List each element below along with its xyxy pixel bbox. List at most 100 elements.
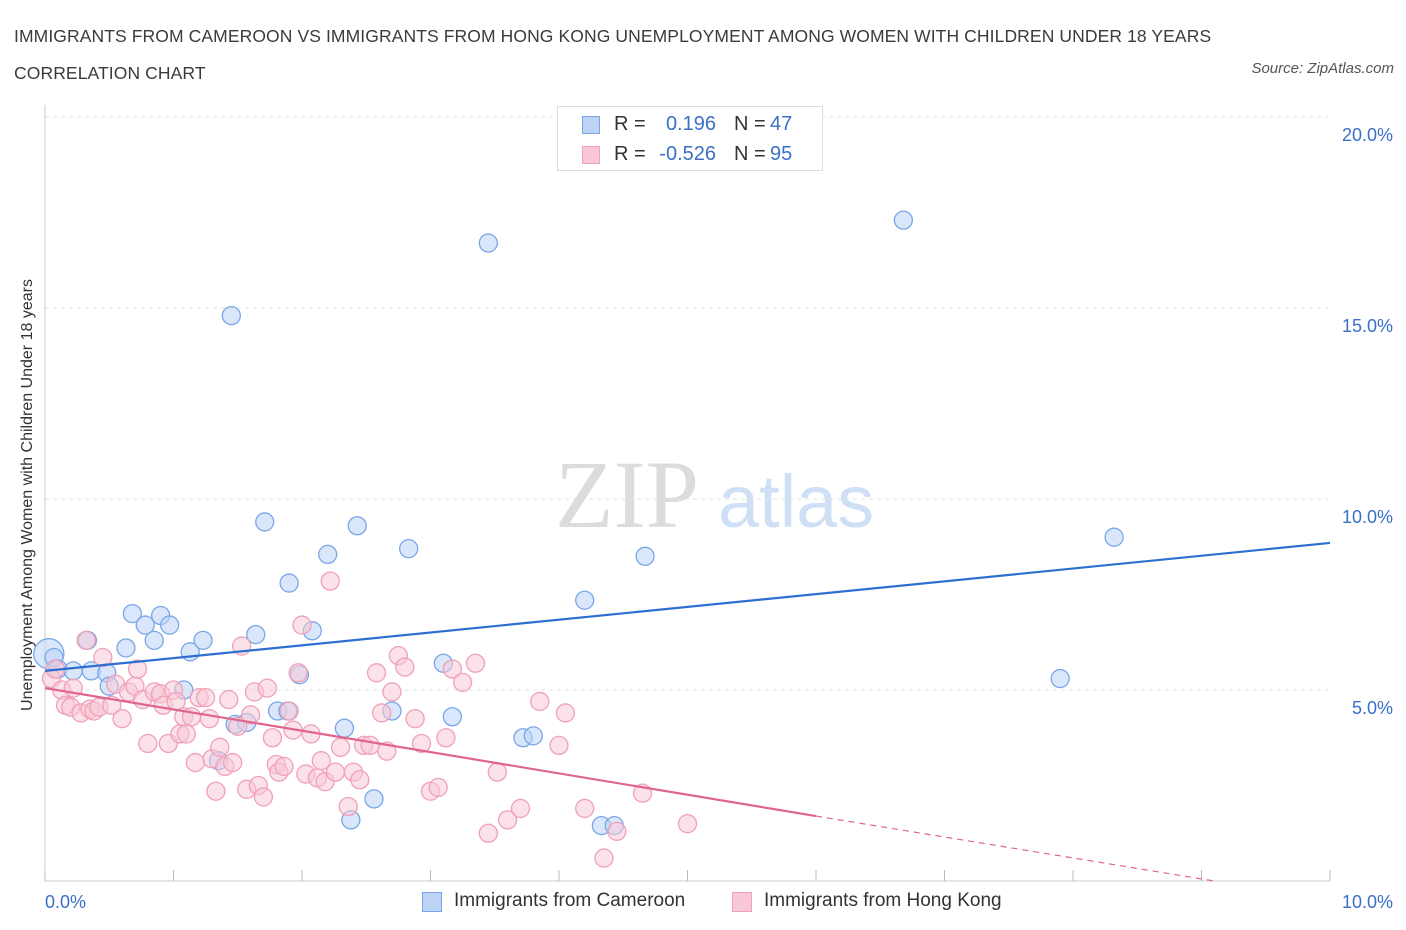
cameroon-point bbox=[442, 707, 462, 727]
hong-kong-point bbox=[366, 663, 387, 683]
hong-kong-point bbox=[478, 823, 498, 843]
hong-kong-point bbox=[76, 630, 96, 650]
hong-kong-point bbox=[465, 653, 486, 673]
hong-kong-swatch bbox=[582, 146, 600, 164]
cameroon-point bbox=[364, 789, 384, 809]
stats-row-hong-kong: R = -0.526 N = 95 bbox=[558, 140, 822, 170]
hong-kong-point bbox=[510, 798, 531, 819]
cameroon-point bbox=[523, 726, 543, 746]
hong-kong-point bbox=[372, 703, 392, 723]
hong-kong-point bbox=[257, 678, 277, 698]
y-tick-label: 20.0% bbox=[1342, 125, 1393, 145]
legend-label-cameroon: Immigrants from Cameroon bbox=[454, 890, 686, 911]
hong-kong-trend-extension bbox=[815, 815, 1215, 882]
hong-kong-point bbox=[442, 659, 462, 679]
hong-kong-point bbox=[549, 735, 569, 756]
hong-kong-point bbox=[176, 724, 197, 744]
hong-kong-point bbox=[274, 756, 294, 777]
hong-kong-point bbox=[487, 762, 507, 782]
hong-kong-point bbox=[575, 798, 595, 819]
hong-kong-point bbox=[428, 777, 448, 798]
hong-kong-point bbox=[93, 647, 113, 668]
hong-kong-point bbox=[350, 770, 370, 790]
cameroon-point bbox=[478, 233, 498, 253]
hong-kong-point bbox=[138, 733, 158, 754]
legend-swatch-cameroon bbox=[422, 892, 442, 912]
hong-kong-point bbox=[253, 787, 274, 807]
hong-kong-point bbox=[206, 781, 226, 801]
hong-kong-point bbox=[607, 821, 627, 841]
r-label: R = bbox=[614, 113, 646, 135]
cameroon-point bbox=[246, 624, 266, 645]
hong-kong-point bbox=[127, 659, 148, 679]
watermark-zip: ZIP bbox=[555, 441, 699, 548]
cameroon-point bbox=[135, 615, 155, 635]
hong-kong-point bbox=[279, 701, 299, 721]
hong-kong-point bbox=[219, 689, 239, 710]
r-value: -0.526 bbox=[659, 143, 716, 165]
cameroon-swatch bbox=[582, 116, 600, 134]
hong-kong-point bbox=[677, 814, 698, 834]
cameroon-point bbox=[221, 305, 241, 326]
r-label: R = bbox=[614, 143, 646, 165]
hong-kong-point bbox=[262, 728, 283, 748]
hong-kong-point bbox=[411, 733, 432, 754]
chart-source: Source: ZipAtlas.com bbox=[1251, 60, 1394, 77]
hong-kong-point bbox=[338, 796, 358, 817]
n-label: N = bbox=[734, 113, 766, 135]
stats-box: R = 0.196 N = 47 R = -0.526 N = 95 bbox=[557, 106, 823, 171]
hong-kong-point bbox=[382, 682, 402, 702]
cameroon-point bbox=[63, 661, 83, 681]
hong-kong-trend-line bbox=[44, 687, 817, 818]
legend: Immigrants from Cameroon Immigrants from… bbox=[0, 888, 1406, 918]
cameroon-point bbox=[255, 512, 275, 532]
cameroon-point bbox=[334, 718, 355, 738]
r-value: 0.196 bbox=[665, 113, 716, 135]
watermark-atlas: atlas bbox=[718, 460, 874, 543]
hong-kong-point bbox=[395, 657, 415, 677]
hong-kong-point bbox=[240, 705, 261, 725]
hong-kong-point bbox=[199, 709, 220, 729]
cameroon-point bbox=[159, 615, 180, 635]
cameroon-trend-line bbox=[44, 541, 1331, 672]
hong-kong-point bbox=[320, 571, 340, 591]
cameroon-point bbox=[575, 590, 595, 610]
hong-kong-point bbox=[360, 735, 380, 756]
hong-kong-point bbox=[330, 737, 351, 757]
x-tick-label: 0.0% bbox=[45, 892, 86, 912]
n-value: 47 bbox=[770, 113, 793, 135]
legend-swatch-hong-kong bbox=[732, 892, 752, 912]
cameroon-point bbox=[279, 573, 299, 593]
y-tick-label: 10.0% bbox=[1342, 507, 1393, 527]
hong-kong-point bbox=[405, 709, 425, 729]
cameroon-point bbox=[116, 638, 136, 658]
x-tick-label: 10.0% bbox=[1342, 892, 1393, 912]
hong-kong-point bbox=[311, 751, 331, 771]
legend-label-hong-kong: Immigrants from Hong Kong bbox=[764, 890, 1002, 911]
hong-kong-point bbox=[222, 752, 243, 773]
cameroon-point bbox=[1104, 527, 1124, 547]
hong-kong-point bbox=[555, 703, 576, 723]
n-value: 95 bbox=[770, 143, 793, 165]
hong-kong-point bbox=[210, 737, 230, 757]
cameroon-point bbox=[318, 544, 338, 565]
cameroon-point bbox=[893, 210, 914, 230]
chart-title: IMMIGRANTS FROM CAMEROON VS IMMIGRANTS F… bbox=[14, 26, 1212, 83]
hong-kong-point bbox=[292, 615, 312, 635]
stats-row-cameroon: R = 0.196 N = 47 bbox=[558, 110, 822, 140]
hong-kong-point bbox=[288, 663, 308, 683]
y-tick-label: 15.0% bbox=[1342, 316, 1393, 336]
hong-kong-point bbox=[452, 672, 473, 693]
hong-kong-point bbox=[594, 848, 614, 868]
hong-kong-point bbox=[195, 687, 216, 708]
cameroon-point bbox=[635, 546, 655, 566]
hong-kong-point bbox=[530, 691, 550, 712]
cameroon-point bbox=[1050, 668, 1070, 689]
hong-kong-point bbox=[436, 728, 456, 748]
cameroon-point bbox=[193, 630, 213, 650]
cameroon-point bbox=[347, 516, 367, 536]
hong-kong-point bbox=[325, 762, 346, 782]
hong-kong-point bbox=[497, 810, 518, 830]
cameroon-point bbox=[144, 630, 164, 650]
